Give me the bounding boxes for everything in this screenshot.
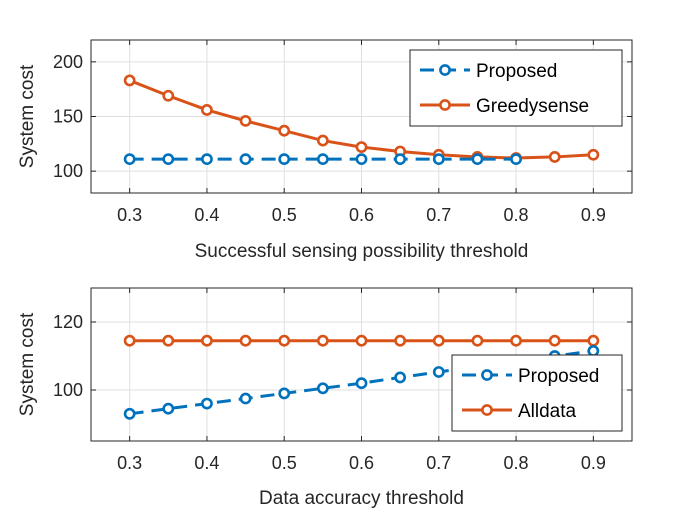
data-point-proposed (316, 382, 329, 395)
data-point-alldata (548, 334, 561, 347)
data-point-greedysense (123, 74, 136, 87)
legend-box (451, 354, 623, 432)
legend-entry-proposed: Proposed (420, 61, 557, 82)
data-point-proposed (355, 153, 368, 166)
y-tick-label: 200 (53, 52, 83, 72)
data-point-proposed (432, 366, 445, 378)
chart-system-cost-vs-accuracy-threshold: 0.3 0.4 0.5 0.6 0.7 0.8 0.9 100 120 Data accurac… (17, 287, 633, 509)
data-point-alldata (162, 334, 175, 347)
y-tick-label: 100 (53, 380, 83, 400)
y-axis-label: System cost (17, 312, 38, 416)
data-point-proposed (316, 153, 329, 166)
data-point-greedysense (316, 134, 329, 147)
data-point-proposed (123, 407, 136, 420)
data-point-alldata (355, 334, 368, 347)
data-point-alldata (316, 334, 329, 347)
data-point-greedysense (239, 114, 252, 127)
legend-entry-alldata: Alldata (462, 401, 577, 422)
data-point-greedysense (201, 104, 213, 116)
data-point-alldata (471, 334, 484, 347)
x-tick-label: 0.5 (272, 453, 297, 473)
data-point-alldata (123, 334, 136, 347)
data-point-proposed (394, 153, 407, 166)
data-point-greedysense (278, 124, 291, 137)
x-axis-label: Successful sensing possibility threshold (195, 241, 529, 262)
legend-label-alldata: Alldata (518, 401, 577, 422)
legend-label-proposed: Proposed (518, 366, 599, 387)
y-tick-label: 150 (53, 107, 83, 127)
data-point-proposed (355, 377, 368, 390)
data-point-proposed (432, 153, 445, 166)
x-tick-label: 0.8 (504, 453, 529, 473)
y-axis-label: System cost (17, 64, 38, 168)
legend-marker-greedysense (439, 99, 451, 111)
x-tick-label: 0.8 (504, 205, 529, 225)
x-tick-label: 0.5 (272, 205, 297, 225)
y-tick-label: 120 (53, 312, 83, 332)
x-tick-label: 0.4 (194, 453, 219, 473)
x-tick-label: 0.9 (581, 453, 606, 473)
data-point-greedysense (587, 148, 600, 161)
data-point-proposed (162, 402, 175, 415)
chart-system-cost-vs-sensing-threshold: 0.3 0.4 0.5 0.6 0.7 0.8 0.9 100 150 200 Successfu… (17, 39, 633, 262)
legend-marker-proposed (439, 64, 451, 76)
x-tick-label: 0.4 (194, 205, 219, 225)
legend: Proposed Greedysense (409, 49, 623, 127)
data-point-proposed (239, 392, 252, 405)
legend-label-greedysense: Greedysense (476, 96, 589, 117)
x-tick-label: 0.6 (349, 453, 374, 473)
data-point-proposed (201, 153, 213, 166)
data-point-proposed (394, 371, 407, 384)
x-axis-label: Data accuracy threshold (259, 488, 464, 509)
legend-marker-proposed (481, 369, 493, 381)
data-point-alldata (201, 334, 213, 347)
x-tick-label: 0.7 (426, 453, 451, 473)
x-tick-label: 0.9 (581, 205, 606, 225)
x-tick-label: 0.3 (117, 453, 142, 473)
data-point-alldata (432, 334, 445, 347)
data-point-proposed (239, 153, 252, 166)
legend: Proposed Alldata (451, 354, 623, 432)
data-point-proposed (278, 153, 291, 166)
x-tick-label: 0.6 (349, 205, 374, 225)
data-point-greedysense (355, 141, 368, 153)
legend-box (409, 49, 623, 127)
y-tick-label: 100 (53, 161, 83, 181)
data-point-proposed (471, 153, 484, 166)
legend-marker-alldata (481, 404, 493, 416)
data-point-proposed (510, 153, 522, 166)
data-point-proposed (201, 397, 213, 410)
x-tick-label: 0.7 (426, 205, 451, 225)
data-point-alldata (239, 334, 252, 347)
legend-entry-greedysense: Greedysense (420, 96, 589, 117)
data-point-proposed (123, 153, 136, 166)
data-point-greedysense (162, 89, 175, 102)
data-point-greedysense (548, 151, 561, 163)
data-point-alldata (394, 334, 407, 347)
x-tick-label: 0.3 (117, 205, 142, 225)
legend-label-proposed: Proposed (476, 61, 557, 82)
data-point-proposed (587, 344, 600, 357)
data-point-alldata (510, 334, 522, 347)
legend-entry-proposed: Proposed (462, 366, 599, 387)
data-point-proposed (278, 387, 291, 400)
data-point-alldata (278, 334, 291, 347)
data-point-alldata (587, 334, 600, 347)
data-point-proposed (162, 153, 175, 166)
